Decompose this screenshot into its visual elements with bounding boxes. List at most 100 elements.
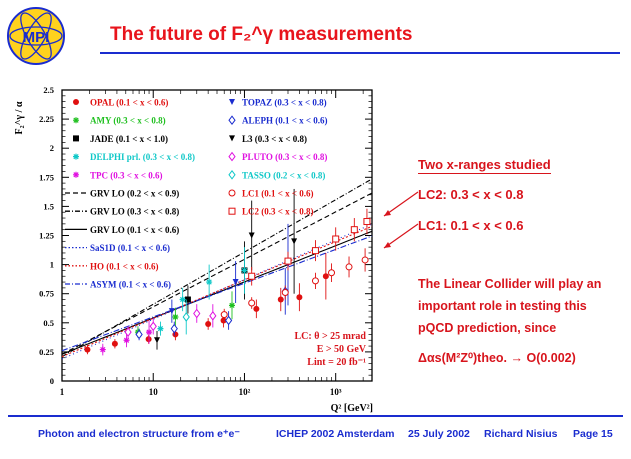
data-point [157, 325, 164, 332]
footer-conference: ICHEP 2002 Amsterdam [276, 428, 395, 440]
y-tick-label: 2.25 [39, 114, 54, 124]
legend-marker [73, 153, 79, 160]
legend-entry: TPC (0.3 < x < 0.6) [90, 170, 163, 180]
legend-entry: LC1 (0.1 < x < 0.6) [242, 189, 314, 199]
data-point [99, 346, 106, 353]
data-point [193, 308, 201, 319]
data-point [311, 247, 319, 255]
footer-page: Page 15 [573, 428, 613, 440]
curve-line [61, 235, 373, 352]
legend-marker [228, 207, 236, 215]
lc1-arrow [383, 223, 419, 249]
curve-line [61, 230, 373, 355]
y-tick-label: 0.5 [43, 318, 54, 328]
y-axis-label: F₂^γ / α [14, 101, 25, 134]
logo-text: MPI [23, 29, 50, 46]
legend-entry: GRV LO (0.1 < x < 0.6) [90, 225, 179, 235]
data-point [220, 311, 228, 319]
x-ranges-heading: Two x-ranges studied [418, 157, 551, 174]
curve-line [61, 178, 373, 358]
data-point [332, 235, 340, 243]
data-point [232, 279, 239, 286]
data-point [345, 263, 353, 271]
legend-marker [228, 151, 236, 162]
x-tick-label: 10³ [330, 387, 342, 397]
curve-line [61, 192, 373, 355]
legend-marker [228, 169, 236, 180]
legend-marker [73, 171, 79, 178]
data-point [228, 302, 235, 309]
legend-marker [229, 135, 235, 142]
data-point [135, 329, 143, 340]
data-point [328, 269, 336, 277]
curve-line [61, 225, 373, 358]
x-tick-label: 10² [239, 387, 251, 397]
data-point [123, 337, 130, 344]
title-rule [100, 52, 620, 54]
y-tick-label: 2 [50, 143, 54, 153]
x-tick-label: 1 [60, 387, 65, 397]
legend-entry: GRV LO (0.2 < x < 0.9) [90, 189, 179, 199]
legend-entry: GRV LO (0.3 < x < 0.8) [90, 207, 179, 217]
legend-entry: TOPAZ (0.3 < x < 0.8) [242, 98, 327, 108]
footer-author: Richard Nisius [484, 428, 558, 440]
data-point [170, 323, 178, 334]
data-point [182, 312, 190, 322]
data-point [205, 320, 212, 327]
legend-entry: OPAL (0.1 < x < 0.6) [90, 98, 168, 108]
data-point [154, 337, 161, 344]
legend-marker [73, 117, 79, 124]
legend-entry: LC2 (0.3 < x < 0.8) [242, 207, 314, 217]
data-point [220, 317, 227, 324]
data-point [206, 279, 213, 286]
data-point [311, 277, 319, 285]
legend-marker [73, 99, 79, 105]
legend-entry: L3 (0.3 < x < 0.8) [242, 134, 307, 144]
legend-entry: HO (0.1 < x < 0.6) [90, 261, 159, 271]
footer-topic: Photon and electron structure from e⁺e⁻ [38, 428, 240, 440]
y-tick-label: 1.25 [39, 231, 54, 241]
data-point [84, 346, 91, 353]
legend-entry: SaS1D (0.1 < x < 0.6) [90, 243, 170, 253]
y-tick-label: 0 [50, 376, 54, 386]
collider-statement: The Linear Collider will play an importa… [418, 277, 602, 335]
lc2-label: LC2: 0.3 < x < 0.8 [418, 187, 524, 202]
data-point [224, 315, 233, 326]
data-point [350, 226, 358, 234]
y-tick-label: 0.75 [39, 289, 54, 299]
data-point [146, 329, 153, 336]
legend-entry: ALEPH (0.1 < x < 0.6) [242, 116, 328, 126]
footer-rule [8, 415, 623, 417]
data-point [248, 232, 255, 239]
legend-marker [73, 135, 79, 142]
legend-marker [229, 99, 235, 105]
data-point [149, 321, 157, 332]
lc1-label: LC1: 0.1 < x < 0.6 [418, 218, 524, 233]
x-tick-label: 10 [149, 387, 159, 397]
data-point [284, 257, 292, 265]
data-point [296, 294, 303, 301]
data-point [281, 289, 289, 297]
footer-date: 25 July 2002 [408, 428, 470, 440]
data-point [179, 296, 186, 303]
y-tick-label: 2.5 [43, 85, 54, 95]
data-point [322, 273, 329, 280]
legend-entry: AMY (0.3 < x < 0.8) [90, 116, 166, 126]
y-tick-label: 1.5 [43, 201, 54, 211]
lc-annotation-line2: E > 50 GeV [317, 344, 367, 355]
lc-annotation-line3: Lint = 20 fb⁻¹ [307, 357, 366, 368]
legend-entry: TASSO (0.2 < x < 0.8) [242, 170, 325, 180]
y-tick-label: 0.25 [39, 347, 54, 357]
y-tick-label: 1 [50, 260, 54, 270]
lc2-arrow [383, 191, 419, 217]
data-point [124, 327, 132, 337]
precision-statement: Δαs(M²Z⁰)theo. → O(0.002) [418, 351, 576, 365]
legend-entry: JADE (0.1 < x < 1.0) [90, 134, 168, 144]
legend-entry: DELPHI prl. (0.3 < x < 0.8) [90, 152, 195, 162]
data-point [361, 256, 369, 264]
data-point [253, 305, 260, 312]
data-point [277, 296, 284, 303]
mpi-logo: MPI [7, 7, 65, 65]
data-point [241, 267, 248, 274]
data-point [172, 331, 179, 338]
